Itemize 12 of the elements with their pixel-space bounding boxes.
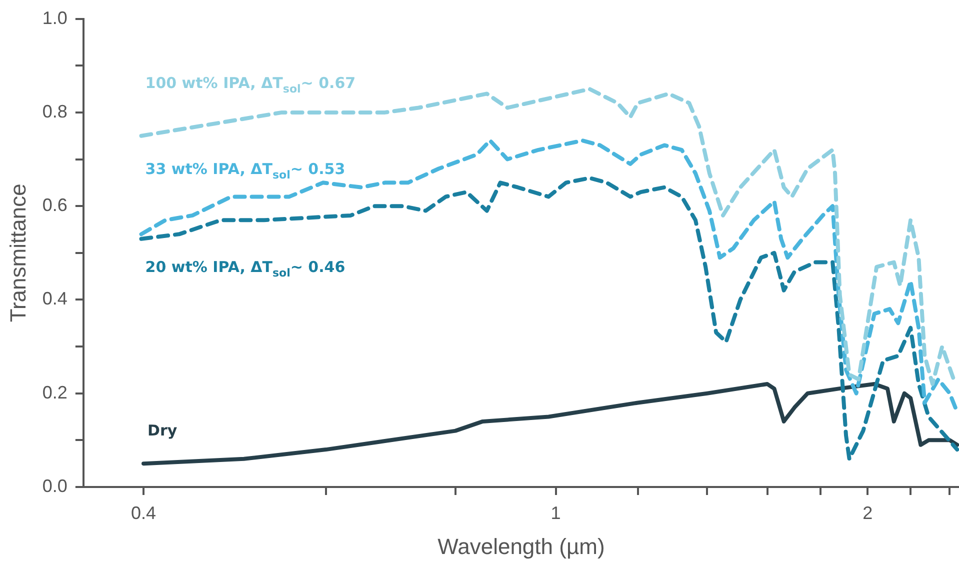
x-axis-title: Wavelength (µm) (438, 534, 605, 559)
y-axis-title: Transmittance (5, 184, 30, 322)
y-tick-label: 0.8 (42, 101, 68, 122)
series-label: Dry (148, 422, 178, 440)
y-tick-label: 0.2 (42, 382, 68, 402)
y-tick-label: 0.4 (42, 288, 68, 309)
x-tick-label: 2 (862, 502, 873, 523)
y-tick-label: 0.0 (42, 476, 68, 496)
x-tick-label: 0.4 (130, 502, 156, 523)
x-tick-label: 1 (550, 502, 561, 523)
y-tick-label: 0.6 (42, 195, 68, 216)
y-tick-label: 1.0 (42, 8, 68, 28)
